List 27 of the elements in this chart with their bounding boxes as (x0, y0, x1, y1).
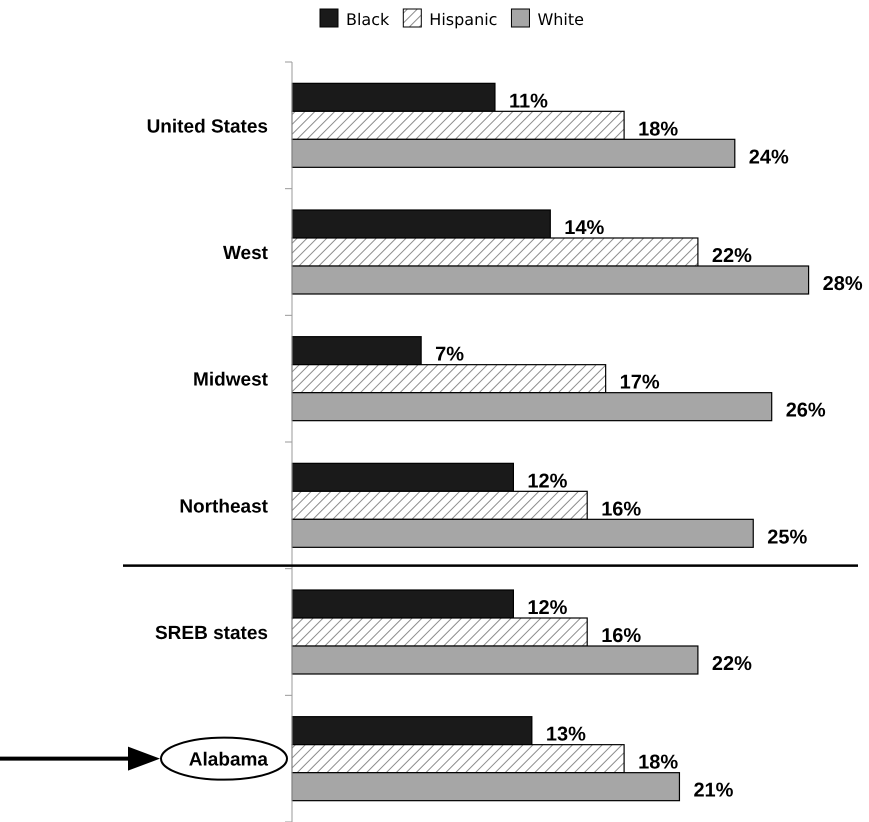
data-label: 13% (546, 724, 586, 746)
data-label: 18% (638, 118, 678, 140)
data-label: 7% (435, 344, 464, 366)
data-label: 12% (527, 597, 568, 619)
legend-label: White (537, 10, 584, 29)
data-label: 22% (712, 653, 752, 675)
data-label: 21% (693, 780, 734, 802)
y-tick-label: SREB states (155, 623, 268, 644)
y-tick-label: Midwest (193, 370, 269, 391)
data-label: 24% (748, 146, 790, 168)
data-label: 25% (767, 526, 808, 548)
y-tick-label: United States (146, 116, 268, 138)
data-label: 22% (712, 245, 752, 267)
data-label: 28% (822, 273, 863, 295)
data-label: 26% (786, 400, 826, 422)
y-tick-label: Northeast (179, 496, 269, 518)
data-label: 12% (527, 470, 568, 492)
data-label: 16% (601, 498, 642, 520)
y-tick-label: West (222, 243, 269, 264)
data-label: 18% (638, 752, 678, 774)
data-label: 17% (620, 372, 660, 394)
legend-label: Hispanic (429, 10, 498, 29)
legend-label: Black (346, 10, 390, 29)
y-tick-label: Alabama (188, 750, 268, 771)
data-label: 14% (564, 217, 605, 239)
data-label: 16% (601, 625, 642, 647)
data-label: 11% (508, 90, 548, 112)
